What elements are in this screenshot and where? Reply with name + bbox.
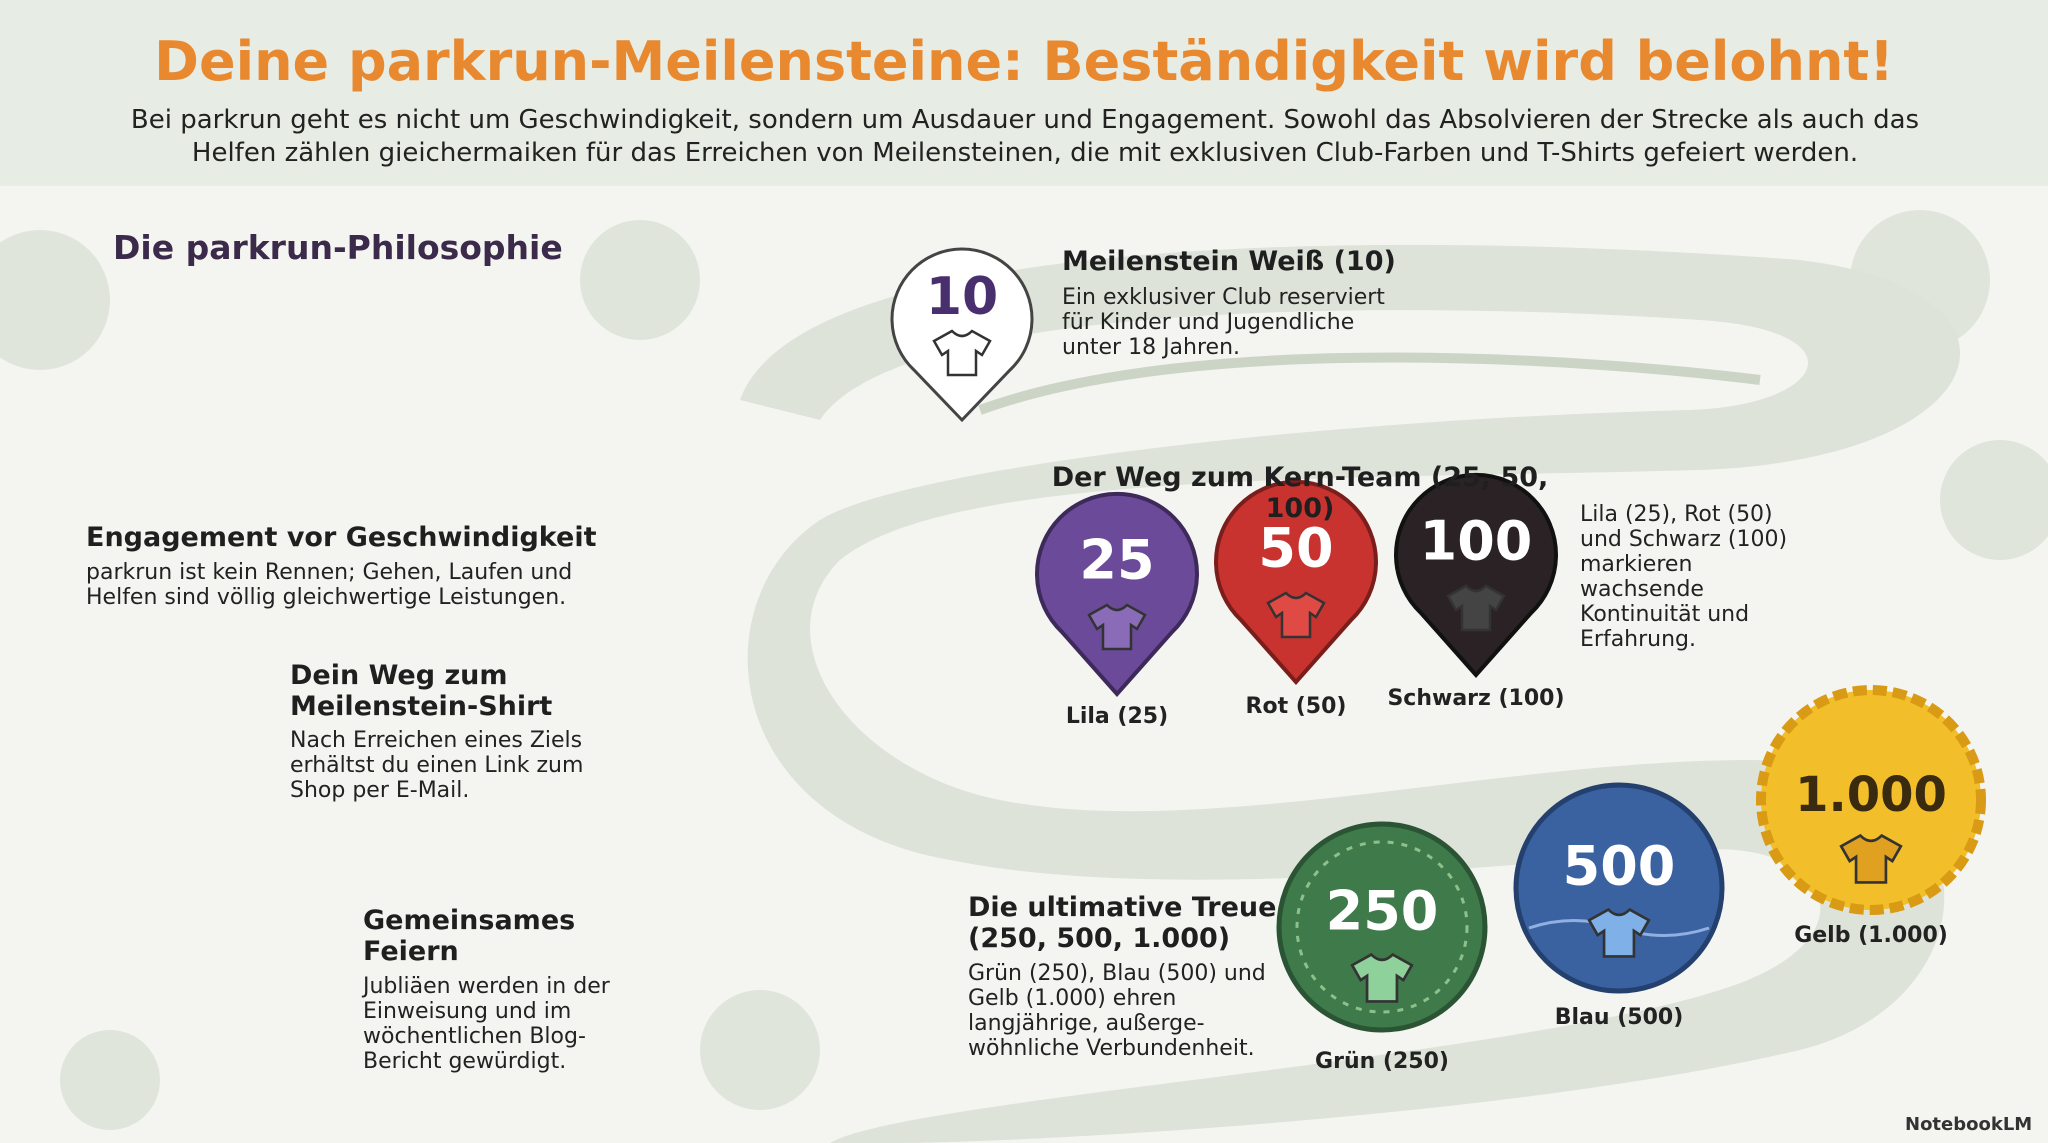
pin [1035, 491, 1199, 698]
badge-label: Grün (250) [1315, 1049, 1449, 1074]
winding-path [740, 244, 1961, 1143]
badge-number: 50 [1258, 517, 1333, 580]
badge-50: 50 [1214, 479, 1378, 686]
badge-number: 100 [1420, 510, 1533, 573]
watermark: NotebookLM [1905, 1114, 2033, 1135]
badge-label: Rot (50) [1245, 694, 1347, 719]
path-detail [978, 352, 1761, 415]
section-text: parkrun ist kein Rennen; Gehen, Laufen u… [86, 560, 573, 610]
page-subtitle: Bei parkrun geht es nicht um Geschwindig… [130, 105, 1920, 168]
medal [1513, 782, 1725, 994]
badge-label: Gelb (1.000) [1794, 923, 1948, 948]
milestone-title: Der Weg zum Kern-Team (25, 50, 100) [1051, 462, 1549, 524]
badge-number: 500 [1563, 835, 1676, 898]
badge-label: Schwarz (100) [1387, 686, 1565, 711]
badge-500: 500 [1513, 782, 1725, 994]
milestone-text: Grün (250), Blau (500) und Gelb (1.000) … [968, 961, 1266, 1061]
medal [1276, 821, 1488, 1033]
medal [1756, 685, 1986, 915]
section-title: Dein Weg zum Meilenstein-Shirt [290, 660, 553, 722]
section-title: Engagement vor Geschwindigkeit [86, 522, 597, 553]
laurel [1295, 840, 1469, 1014]
badge-label: Lila (25) [1065, 704, 1169, 729]
badge-250: 250 [1276, 821, 1488, 1033]
page-title: Deine parkrun-Meilensteine: Beständigkei… [154, 30, 1894, 93]
section-text: Nach Erreichen eines Ziels erhältst du e… [290, 728, 584, 803]
section-heading: Die parkrun-Philosophie [113, 228, 563, 267]
milestone-title: Meilenstein Weiß (10) [1062, 246, 1396, 277]
white-badge: 10 [890, 247, 1034, 423]
trees [0, 210, 2048, 1130]
pin [890, 247, 1034, 423]
badge-100: 100 [1394, 472, 1558, 679]
badge-label: Blau (500) [1554, 1005, 1684, 1030]
milestone-title: Die ultimative Treue (250, 500, 1.000) [968, 892, 1277, 954]
badge-number: 10 [926, 267, 998, 327]
milestone-text: Lila (25), Rot (50) und Schwarz (100) ma… [1580, 502, 1788, 652]
pin [1214, 479, 1378, 686]
header-band [0, 0, 2048, 186]
badge-number: 1.000 [1795, 767, 1947, 823]
section-text: Jubliäen werden in der Einweisung und im… [363, 974, 610, 1074]
pin [1394, 472, 1558, 679]
badge-number: 25 [1079, 529, 1154, 592]
milestone-text: Ein exklusiver Club reserviert für Kinde… [1062, 285, 1385, 360]
badge-number: 250 [1326, 880, 1439, 943]
badge-25: 25 [1035, 491, 1199, 698]
badge-1000: 1.000 [1756, 685, 1986, 915]
section-title: Gemeinsames Feiern [363, 905, 576, 967]
